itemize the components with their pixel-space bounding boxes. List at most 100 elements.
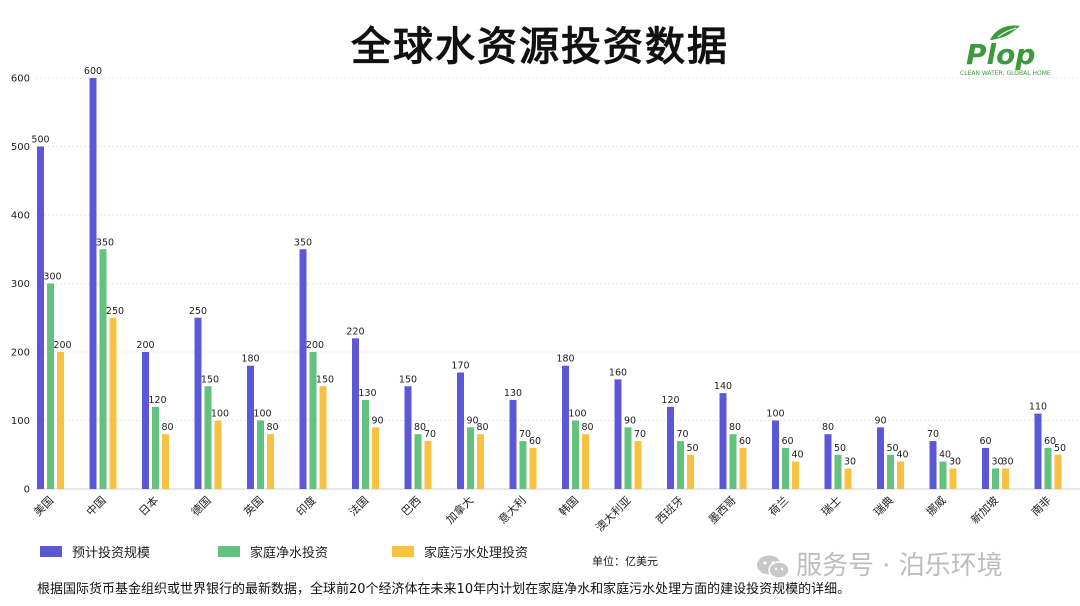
data-label: 180 [556,354,574,365]
legend-item-series-2[interactable]: 家庭净水投资 [218,542,328,562]
data-label: 180 [241,354,259,365]
data-label: 60 [529,436,541,447]
bar-1 [299,249,307,489]
data-label: 300 [43,272,61,283]
data-label: 100 [568,409,586,420]
x-tick-label: 加拿大 [443,493,476,526]
data-label: 80 [414,422,426,433]
bar-2 [887,454,894,489]
bar-2 [834,454,842,489]
bar-3 [739,447,747,489]
data-label: 80 [476,422,488,433]
data-label: 80 [822,422,834,433]
data-label: 80 [161,422,173,433]
wechat-icon [757,555,790,579]
legend-label-series-2: 家庭净水投资 [250,546,329,561]
bar-1 [877,427,884,489]
bar-2 [204,386,212,489]
bar-2 [782,447,789,489]
bar-2 [992,468,999,489]
data-label: 80 [729,422,741,433]
bar-2 [47,283,54,489]
bar-3 [319,386,327,489]
x-tick-label: 印度 [293,493,318,518]
chart-title: 全球水资源投资数据 [351,24,729,70]
x-tick-label: 巴西 [399,494,424,519]
bar-3 [949,468,957,489]
data-label: 200 [306,340,324,351]
data-label: 50 [886,443,898,454]
legend-swatch-series-3 [392,546,414,557]
data-label: 60 [1044,436,1056,447]
bar-3 [687,454,694,489]
data-label: 30 [1001,456,1013,467]
bar-1 [142,352,149,489]
x-tick-label: 法国 [346,493,371,518]
bar-3 [529,447,537,489]
x-tick-label: 挪威 [923,493,948,518]
bar-3 [372,427,379,489]
bar-1 [352,338,359,489]
data-label: 80 [581,422,593,433]
footnote: 根据国际货币基金组织或世界银行的最新数据，全球前20个经济体在未来10年内计划在… [37,582,851,597]
watermark-text: 服务号 · 泊乐环境 [796,551,1003,581]
bar-2 [414,434,422,489]
bar-1 [457,372,464,489]
chart-bars: 500 300 200 600 350 250 200 120 80 250 150 100 180 10… [31,66,1066,489]
bar-1 [772,420,779,489]
data-label: 130 [504,388,522,399]
bar-2 [624,427,632,489]
data-label: 110 [1029,402,1047,413]
legend-label-series-1: 预计投资规模 [72,546,151,561]
x-tick-label: 新加坡 [968,493,1001,526]
bar-3 [424,441,432,489]
data-label: 350 [294,237,312,248]
data-label: 90 [624,415,636,426]
bar-2 [939,461,947,489]
data-label: 150 [201,374,219,385]
legend-item-series-1[interactable]: 预计投资规模 [40,542,150,562]
data-label: 40 [896,450,908,461]
bar-3 [267,434,274,489]
bar-2 [467,427,474,489]
data-label: 600 [84,66,102,77]
logo-tagline: CLEAN WATER, GLOBAL HOME [960,70,1051,77]
data-label: 60 [979,436,991,447]
x-tick-label: 澳大利亚 [593,493,634,534]
bar-2 [362,399,369,489]
data-label: 250 [189,306,207,317]
bar-3 [57,352,64,489]
data-label: 90 [466,415,478,426]
bar-1 [929,441,937,489]
bar-2 [257,420,264,489]
data-label: 50 [834,443,846,454]
data-label: 200 [53,340,71,351]
data-label: 60 [781,436,793,447]
data-label: 100 [766,409,784,420]
watermark: 服务号 · 泊乐环境 [756,545,1003,582]
y-axis: 0 100 200 300 400 500 600 [11,74,30,496]
bar-2 [519,441,527,489]
x-tick-label: 墨西哥 [706,494,739,527]
data-label: 70 [519,429,531,440]
data-label: 80 [266,422,278,433]
legend-item-series-3[interactable]: 家庭污水处理投资 [392,542,528,562]
y-tick-label: 200 [11,348,30,359]
bar-3 [792,461,799,489]
data-label: 130 [358,388,376,399]
data-label: 120 [148,395,166,406]
data-label: 50 [1054,443,1066,454]
x-tick-label: 西班牙 [654,494,687,527]
bar-2 [572,420,579,489]
x-tick-label: 荷兰 [766,494,791,519]
bar-1 [667,406,674,489]
data-label: 40 [939,450,951,461]
bar-1 [404,386,412,489]
x-tick-label: 意大利 [495,493,528,526]
x-tick-label: 瑞典 [871,493,896,518]
bar-3 [214,420,222,489]
data-label: 40 [791,450,803,461]
y-tick-label: 600 [11,74,30,85]
data-label: 90 [874,415,886,426]
bar-3 [582,434,589,489]
